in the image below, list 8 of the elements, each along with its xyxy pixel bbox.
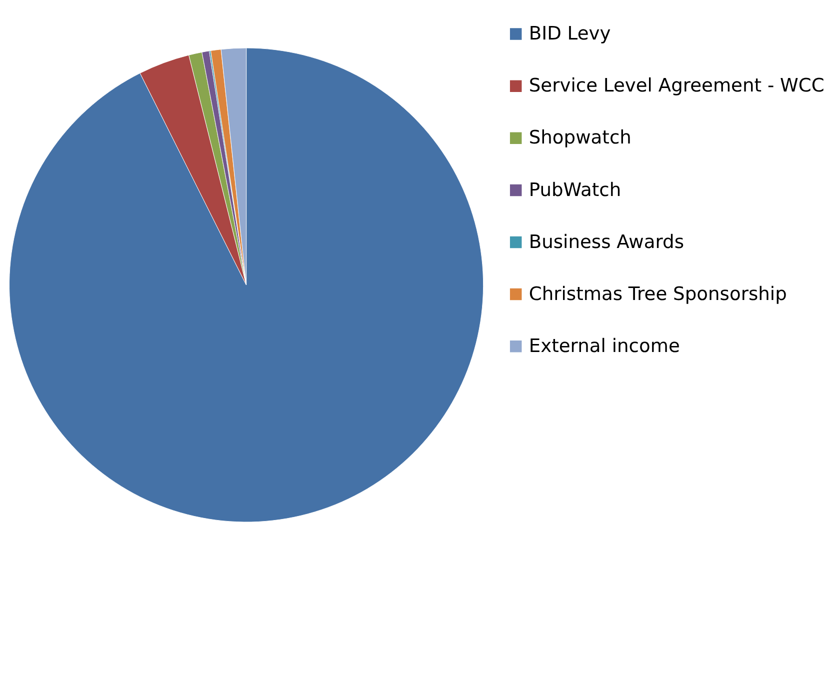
legend-label: Shopwatch (528, 128, 632, 149)
pie-slice (9, 48, 484, 522)
legend-label: External income (528, 336, 680, 357)
legend-label: Christmas Tree Sponsorship (528, 284, 787, 305)
legend-label: BID Levy (528, 24, 611, 45)
legend-label: PubWatch (528, 180, 622, 201)
legend-label: Service Level Agreement - WCC (528, 76, 824, 97)
legend-label: Business Awards (528, 232, 684, 253)
